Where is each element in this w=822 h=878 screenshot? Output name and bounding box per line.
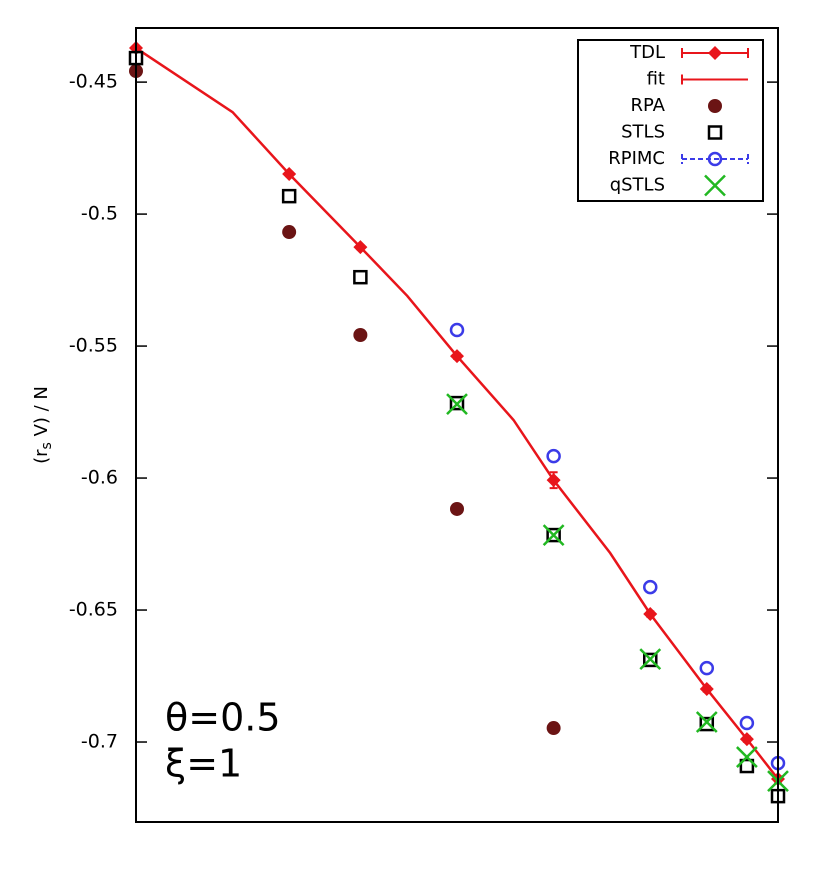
marker bbox=[707, 151, 723, 167]
y-axis-label: (rs V) / N bbox=[31, 386, 55, 464]
marker bbox=[739, 715, 755, 731]
marker bbox=[546, 721, 561, 736]
legend-box bbox=[577, 39, 764, 202]
marker bbox=[695, 711, 718, 733]
marker bbox=[707, 125, 723, 140]
marker bbox=[699, 660, 715, 676]
legend-label: STLS bbox=[621, 122, 665, 143]
marker bbox=[281, 188, 297, 204]
marker bbox=[643, 652, 658, 668]
marker bbox=[639, 648, 662, 671]
y-tick-label: -0.7 bbox=[81, 731, 118, 753]
marker bbox=[699, 716, 715, 732]
marker bbox=[739, 758, 755, 774]
marker bbox=[546, 448, 561, 464]
marker bbox=[282, 225, 297, 240]
marker bbox=[353, 327, 368, 342]
legend-label: qSTLS bbox=[610, 175, 665, 196]
y-tick-label: -0.5 bbox=[81, 203, 118, 225]
marker bbox=[449, 395, 465, 411]
y-tick-label: -0.65 bbox=[69, 599, 118, 621]
marker bbox=[446, 393, 468, 416]
marker bbox=[736, 746, 758, 768]
marker bbox=[542, 524, 565, 546]
fit-line bbox=[135, 47, 779, 780]
plot-frame bbox=[135, 27, 779, 823]
legend-label: RPA bbox=[630, 95, 665, 116]
marker bbox=[449, 322, 465, 338]
y-label-sub: s bbox=[39, 442, 55, 449]
marker bbox=[546, 527, 561, 543]
y-tick-label: -0.45 bbox=[69, 71, 118, 93]
marker bbox=[708, 46, 722, 60]
annotation: θ=0.5 bbox=[165, 696, 281, 740]
legend-label: fit bbox=[647, 69, 665, 90]
legend-label: RPIMC bbox=[608, 148, 665, 169]
marker bbox=[643, 579, 658, 595]
y-label-rest: V) / N bbox=[31, 386, 52, 442]
legend-sample bbox=[681, 74, 748, 85]
marker bbox=[708, 99, 722, 113]
plot-area bbox=[128, 41, 789, 804]
marker bbox=[704, 174, 726, 197]
legend-sample bbox=[681, 154, 749, 164]
y-tick-label: -0.6 bbox=[81, 467, 118, 489]
marker bbox=[353, 269, 368, 285]
y-label-main: (r bbox=[31, 449, 52, 464]
y-tick-label: -0.55 bbox=[69, 335, 118, 357]
legend-label: TDL bbox=[629, 42, 665, 63]
legend: TDL fit RPA STLS RPIMC qSTLS bbox=[577, 39, 764, 202]
annotation: ξ=1 bbox=[165, 742, 242, 786]
marker bbox=[450, 501, 464, 516]
